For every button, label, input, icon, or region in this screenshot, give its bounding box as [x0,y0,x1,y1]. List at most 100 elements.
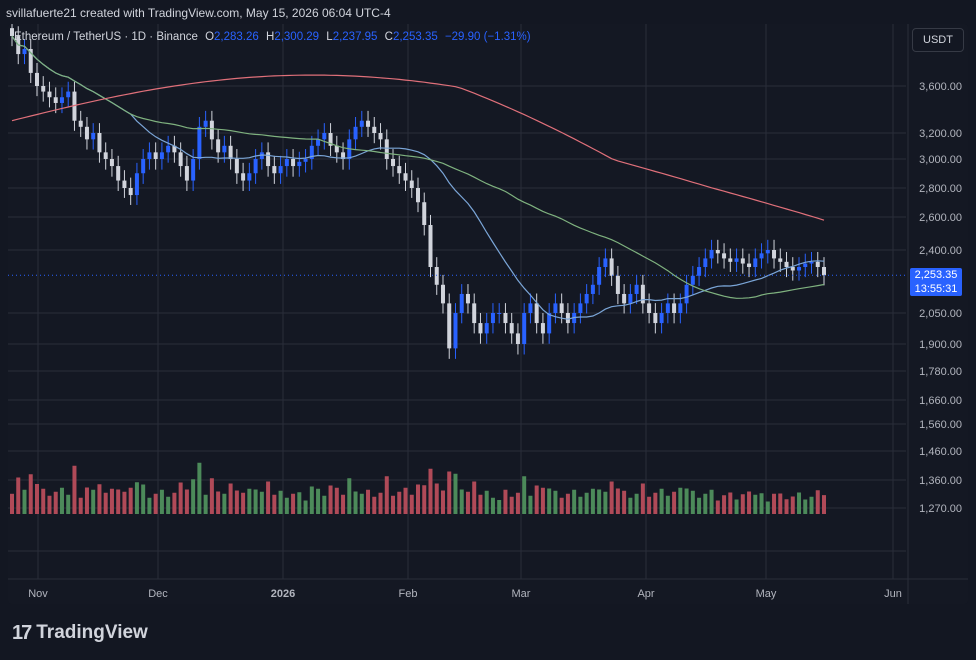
candle-body [53,97,58,103]
candle-body [97,133,102,153]
candle-body [784,261,789,268]
volume-bar [640,483,645,514]
volume-bar [334,487,339,514]
chart-pane[interactable]: 3,600.00 3,200.00 3,000.00 2,800.00 2,600.00… [8,24,968,604]
volume-bar [578,496,583,514]
candle-body [722,253,727,259]
volume-bar [178,482,183,514]
volume-bar [153,493,158,514]
time-tick-label: Apr [637,588,654,600]
candle-body [284,159,289,167]
candle-body [134,173,139,196]
candle-body [703,258,708,268]
bar-countdown: 13:55:31 [914,283,958,295]
candle-body [103,152,108,159]
close-label: C [384,31,393,43]
candle-body [503,313,508,324]
created-with-caption: svillafuerte21 created with TradingView.… [6,6,391,20]
currency-button[interactable]: USDT [912,28,964,52]
volume-bar [316,488,321,514]
candle-body [247,173,252,181]
candle-body [78,120,83,127]
candle-body [166,145,171,153]
candle-body [272,166,277,174]
volume-bar [141,484,146,514]
volume-bar [84,487,89,514]
volume-bar [478,494,483,514]
time-tick-label: Feb [399,588,418,600]
candle-body [216,139,221,153]
volume-bar [297,492,302,514]
candle-body [403,173,408,181]
candle-body [534,303,539,324]
last-price-tag: 2,253.35 13:55:31 [910,268,962,296]
volume-bar [172,492,177,514]
high-label: H [266,31,275,43]
price-tick-label: 2,050.00 [919,308,962,320]
candle-body [334,145,339,153]
candle-body [391,159,396,167]
price-chart[interactable]: 3,600.00 3,200.00 3,000.00 2,800.00 2,600.00… [8,24,968,604]
volume-bar [603,491,608,514]
volume-bar [28,474,33,514]
volume-bar [328,485,333,514]
candle-body [203,120,208,127]
candle-body [22,48,27,55]
candle-body [266,152,271,167]
volume-bar [659,488,664,514]
volume-bar [428,468,433,514]
volume-bar [565,493,570,514]
volume-bar [615,488,620,514]
volume-bar [109,488,114,514]
candle-body [797,267,802,271]
candle-body [634,284,639,294]
candle-body [765,250,770,254]
tradingview-logo[interactable]: 17 TradingView [12,622,148,644]
candle-body [341,152,346,159]
volume-bar [559,497,564,514]
volume-bar [672,491,677,514]
volume-bar [216,491,221,514]
candle-body [141,159,146,174]
volume-bar [159,489,164,514]
volume-bar [322,495,327,514]
volume-bar [309,486,314,514]
candle-body [366,120,371,127]
candle-body [409,180,414,188]
volume-bar [678,487,683,514]
volume-bar [34,484,39,514]
time-tick-label: Mar [512,588,531,600]
volume-bar [722,495,727,514]
volume-bar [728,492,733,514]
candle-body [672,303,677,313]
candle-body [66,91,71,98]
price-tick-label: 1,900.00 [919,339,962,351]
candle-body [41,86,46,92]
volume-bar [66,494,71,514]
volume-bar [241,492,246,514]
volume-bar [303,500,308,514]
volume-bar [509,496,514,514]
volume-bar [97,484,102,514]
volume-bar [122,491,127,514]
volume-bar [184,489,189,514]
volume-bar [490,497,495,514]
volume-bar [272,494,277,514]
candle-body [528,303,533,313]
price-tick-label: 2,600.00 [919,212,962,224]
candle-body [628,293,633,304]
volume-bar [440,490,445,514]
candle-body [422,202,427,226]
volume-bar [665,495,670,514]
symbol-label: Ethereum / TetherUS · 1D · Binance [14,31,198,43]
volume-bar [540,487,545,514]
volume-bar [715,500,720,514]
candle-body [241,173,246,181]
price-tick-label: 1,360.00 [919,475,962,487]
volume-bar [291,493,296,514]
volume-bar [209,478,214,514]
volume-bar [584,492,589,514]
candle-body [522,313,527,344]
price-tick-label: 3,600.00 [919,81,962,93]
candle-body [472,303,477,324]
